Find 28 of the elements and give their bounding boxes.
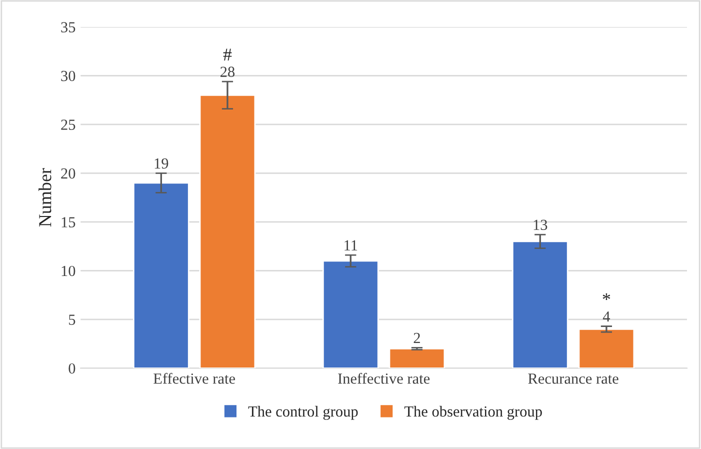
bar [388,348,446,368]
data-label: 13 [534,220,548,230]
annotation: * [602,293,610,300]
legend-label: The observation group [404,406,542,420]
data-label: 28 [220,66,235,77]
data-label: 2 [414,332,420,343]
bar [578,328,635,368]
y-axis-title: Number [38,168,52,227]
y-tick-label: 30 [61,70,76,82]
legend-label: The control group [248,406,358,420]
data-label: 19 [154,158,168,169]
y-tick-label: 5 [69,314,76,325]
annotation: # [223,48,232,61]
x-tick-label: Ineffective rate [338,372,430,384]
y-tick-label: 10 [62,266,76,276]
x-tick-label: Effective rate [154,372,235,384]
bar [322,260,379,368]
bar [132,182,190,368]
y-tick-label: 0 [68,363,76,374]
y-tick-label: 35 [61,22,76,32]
data-label: 4 [602,311,610,322]
x-tick-label: Recurance rate [528,374,618,384]
y-tick-label: 15 [62,217,76,228]
bar [512,240,568,368]
y-tick-label: 25 [61,120,76,130]
bar [199,94,256,368]
y-tick-label: 20 [61,168,76,179]
data-label: 11 [344,240,358,250]
